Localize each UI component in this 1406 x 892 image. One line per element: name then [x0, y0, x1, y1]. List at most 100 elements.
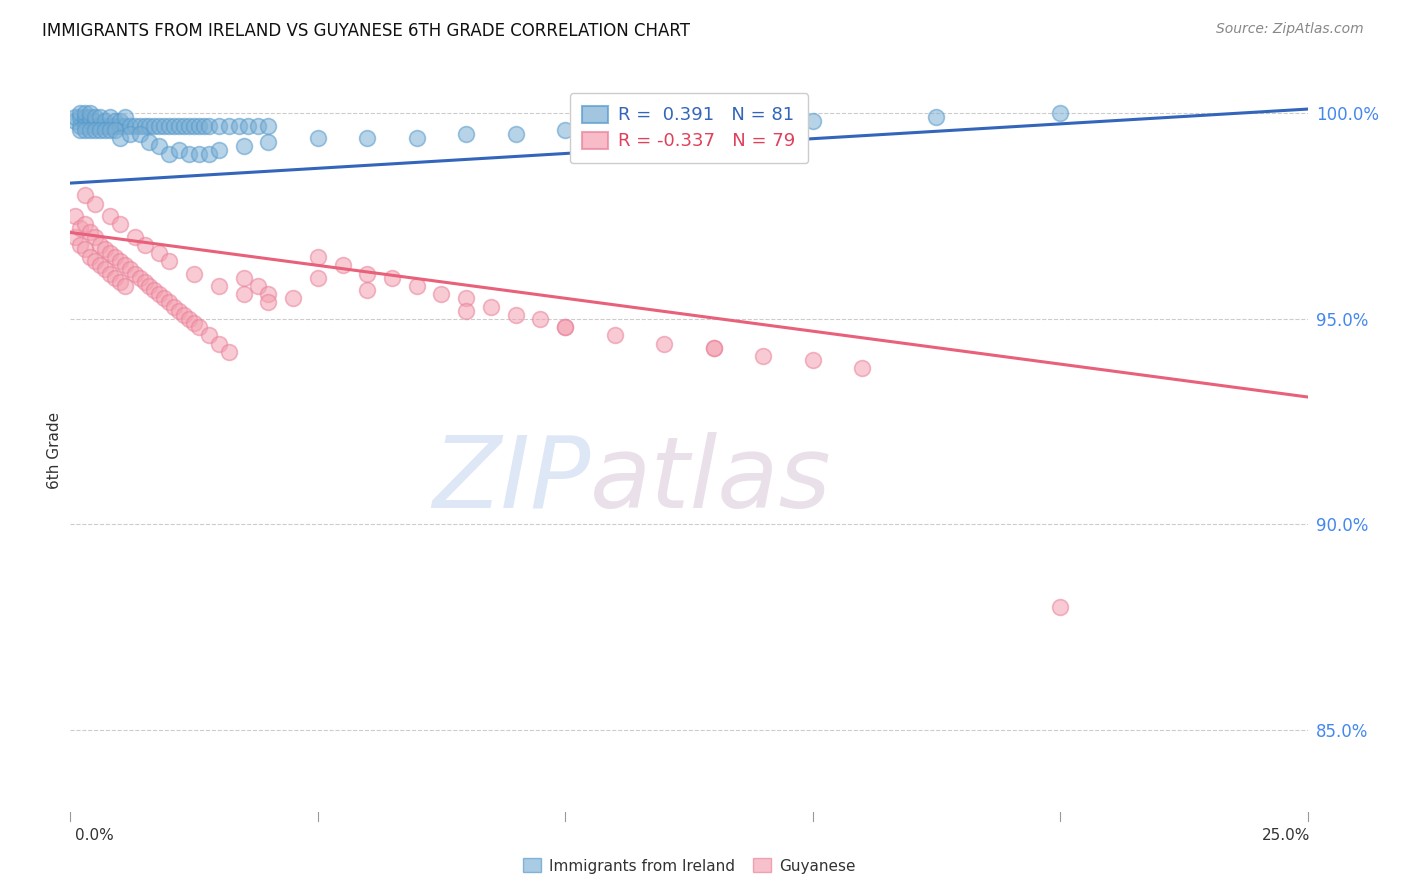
Point [554, 320, 576, 334]
Point [65, 209, 87, 223]
Point [69, 221, 91, 235]
Point [247, 279, 270, 293]
Point [84, 119, 107, 133]
Point [257, 287, 280, 301]
Point [332, 258, 354, 272]
Point [603, 328, 626, 343]
Point [405, 279, 427, 293]
Point [108, 275, 131, 289]
Point [114, 110, 136, 124]
Point [143, 119, 166, 133]
Point [138, 135, 160, 149]
Point [177, 311, 200, 326]
Point [307, 131, 329, 145]
Point [114, 258, 136, 272]
Point [75, 122, 97, 136]
Point [173, 308, 195, 322]
Point [108, 254, 131, 268]
Point [75, 188, 97, 202]
Point [257, 295, 280, 310]
Point [218, 119, 240, 133]
Point [157, 119, 180, 133]
Point [69, 122, 91, 136]
Point [356, 267, 378, 281]
Point [79, 106, 101, 120]
Point [104, 250, 127, 264]
Point [1049, 106, 1071, 120]
Point [208, 119, 231, 133]
Point [108, 119, 131, 133]
Point [228, 119, 250, 133]
Point [89, 119, 111, 133]
Point [75, 106, 97, 120]
Point [163, 300, 186, 314]
Point [307, 270, 329, 285]
Point [89, 110, 111, 124]
Point [801, 114, 824, 128]
Point [652, 336, 675, 351]
Point [198, 328, 221, 343]
Point [84, 196, 107, 211]
Point [163, 119, 186, 133]
Point [98, 122, 121, 136]
Point [307, 250, 329, 264]
Point [183, 267, 205, 281]
Point [456, 127, 478, 141]
Point [257, 119, 280, 133]
Point [98, 209, 121, 223]
Point [138, 279, 160, 293]
Point [118, 127, 141, 141]
Text: 25.0%: 25.0% [1263, 828, 1310, 843]
Point [157, 254, 180, 268]
Point [143, 283, 166, 297]
Point [75, 114, 97, 128]
Point [108, 217, 131, 231]
Point [98, 246, 121, 260]
Point [65, 110, 87, 124]
Point [281, 291, 304, 305]
Point [79, 114, 101, 128]
Point [188, 147, 211, 161]
Point [652, 119, 675, 133]
Point [69, 237, 91, 252]
Point [104, 270, 127, 285]
Point [84, 229, 107, 244]
Point [177, 119, 200, 133]
Point [167, 119, 190, 133]
Point [94, 122, 117, 136]
Point [138, 119, 160, 133]
Point [94, 262, 117, 277]
Point [75, 110, 97, 124]
Point [208, 143, 231, 157]
Point [89, 237, 111, 252]
Point [554, 122, 576, 136]
Point [167, 143, 190, 157]
Point [98, 110, 121, 124]
Point [208, 336, 231, 351]
Point [188, 320, 211, 334]
Point [505, 308, 527, 322]
Point [198, 119, 221, 133]
Point [79, 250, 101, 264]
Point [173, 119, 195, 133]
Legend: Immigrants from Ireland, Guyanese: Immigrants from Ireland, Guyanese [516, 853, 862, 880]
Point [479, 300, 502, 314]
Point [703, 341, 725, 355]
Point [75, 217, 97, 231]
Text: Source: ZipAtlas.com: Source: ZipAtlas.com [1216, 22, 1364, 37]
Point [104, 114, 127, 128]
Point [128, 270, 150, 285]
Point [108, 131, 131, 145]
Point [118, 119, 141, 133]
Point [98, 119, 121, 133]
Point [94, 119, 117, 133]
Point [356, 131, 378, 145]
Point [124, 119, 146, 133]
Point [153, 291, 176, 305]
Point [529, 311, 551, 326]
Point [75, 119, 97, 133]
Point [456, 303, 478, 318]
Point [89, 122, 111, 136]
Point [65, 229, 87, 244]
Point [108, 114, 131, 128]
